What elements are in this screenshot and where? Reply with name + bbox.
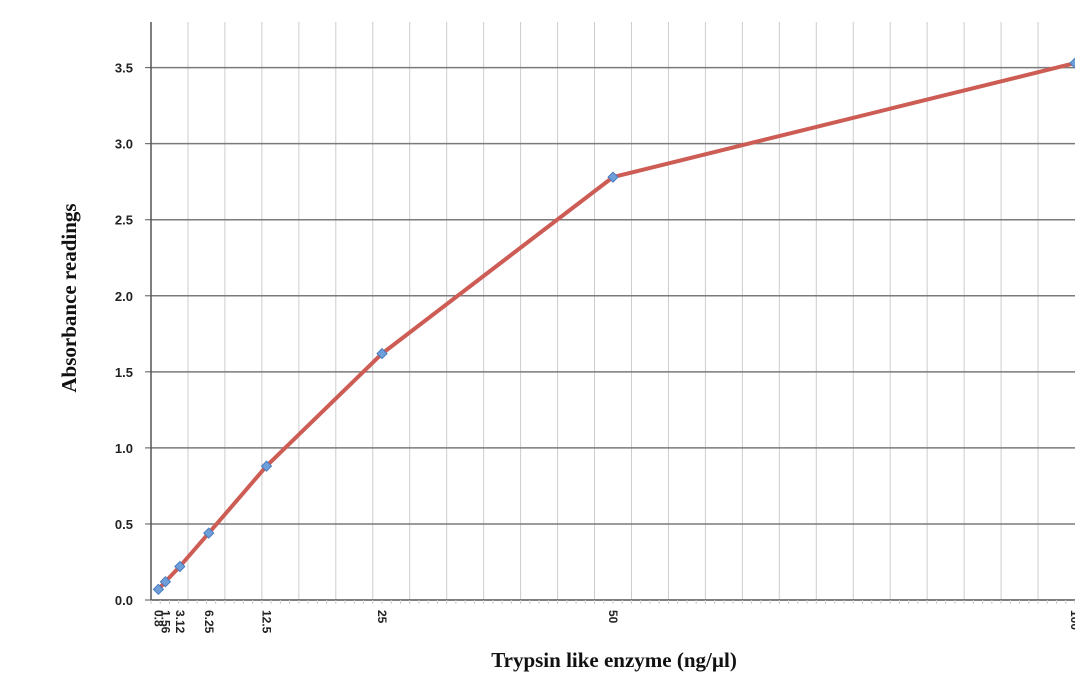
data-point-marker: [260, 460, 273, 472]
x-tick-label: 6.25: [202, 610, 216, 634]
y-tick-label: 2.5: [115, 213, 133, 228]
y-tick-label: 2.0: [115, 289, 133, 304]
y-tick-label: 3.0: [115, 137, 133, 152]
y-tick-label: 1.5: [115, 365, 133, 380]
x-tick-label: 25: [375, 610, 389, 624]
y-tick-label: 0.5: [115, 517, 133, 532]
data-point-marker: [1069, 57, 1075, 69]
x-tick-label: 50: [606, 610, 620, 624]
data-point-marker: [607, 171, 619, 183]
data-point-marker: [152, 583, 165, 596]
x-tick-label: 100: [1068, 610, 1075, 630]
y-tick-label: 0.0: [115, 593, 133, 608]
x-axis-title: Trypsin like enzyme (ng/µl): [491, 648, 737, 672]
axes: [145, 22, 1075, 604]
y-tick-labels: 0.0 0.5 1.0 1.5 2.0 2.5 3.0 3.5: [115, 61, 133, 608]
minor-grid: [187, 22, 1039, 600]
series-line: [156, 61, 1075, 592]
y-axis-title: Absorbance readings: [57, 203, 81, 392]
x-tick-label: 1.56: [158, 610, 172, 634]
x-tick-label: 0.8: [151, 610, 165, 627]
data-point-marker: [159, 576, 172, 588]
data-point-marker: [376, 347, 388, 360]
series-layer: [152, 57, 1075, 596]
x-tick-labels: 0.81.56 3.12 6.25 12.5 25 50 100: [151, 610, 1075, 634]
data-point-marker: [203, 527, 215, 539]
y-tick-label: 3.5: [115, 61, 133, 76]
x-tick-label: 12.5: [260, 610, 274, 634]
major-grid: [151, 66, 1075, 525]
x-tick-label: 3.12: [173, 610, 187, 634]
y-tick-label: 1.0: [115, 441, 133, 456]
data-point-marker: [174, 560, 186, 573]
